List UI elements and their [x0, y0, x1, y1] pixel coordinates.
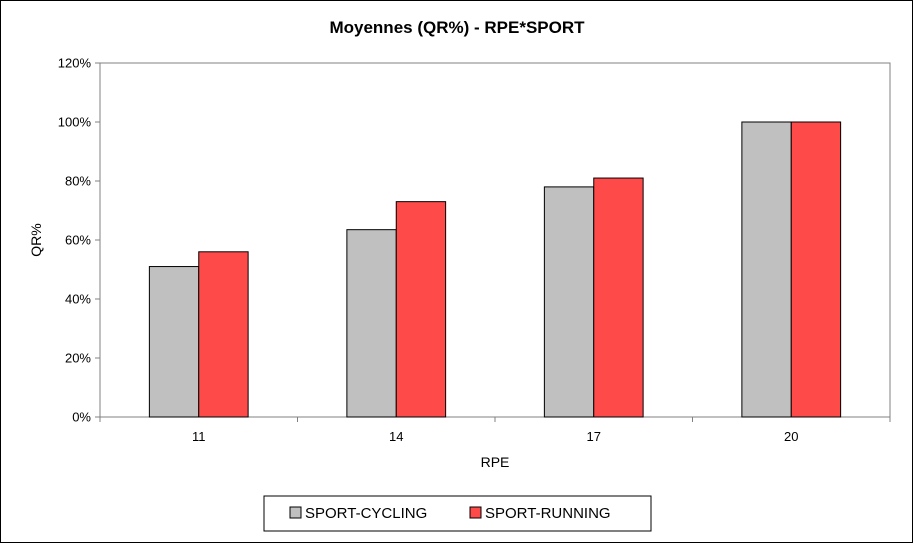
y-tick-label: 100% [58, 115, 92, 130]
legend-swatch-sport-running [469, 506, 482, 519]
legend-label-sport-running: SPORT-RUNNING [485, 505, 611, 522]
y-tick-label: 0% [72, 410, 91, 425]
bar-sport-cycling-11 [148, 266, 200, 418]
bar-sport-running-11 [198, 251, 249, 418]
chart-title: Moyennes (QR%) - RPE*SPORT [329, 18, 585, 37]
x-axis: 11 14 17 20 [99, 417, 891, 444]
x-tick-label: 17 [587, 429, 601, 444]
legend-swatch-sport-cycling [289, 506, 302, 519]
y-axis-label: QR% [28, 223, 44, 256]
y-tick-label: 120% [58, 56, 92, 71]
bar-sport-cycling-17 [543, 186, 595, 418]
legend-items: SPORT-CYCLING SPORT-RUNNING [289, 505, 611, 522]
y-axis: 0% 20% 40% 60% 80% 100% 120% [58, 56, 100, 425]
bars-group [148, 121, 842, 418]
bar-sport-running-17 [593, 177, 644, 418]
x-tick-label: 14 [389, 429, 403, 444]
bar-sport-cycling-20 [741, 121, 792, 418]
bar-sport-running-14 [395, 201, 447, 418]
bar-sport-cycling-14 [346, 229, 397, 418]
x-tick-label: 20 [784, 429, 798, 444]
legend-box [263, 495, 652, 532]
y-tick-label: 40% [65, 292, 91, 307]
legend: SPORT-CYCLING SPORT-RUNNING [263, 495, 652, 532]
bar-sport-running-20 [790, 121, 842, 418]
x-axis-label: RPE [481, 454, 510, 470]
y-tick-label: 20% [65, 351, 91, 366]
y-tick-label: 80% [65, 174, 91, 189]
y-tick-label: 60% [65, 233, 91, 248]
x-tick-label: 11 [192, 429, 206, 444]
legend-label-sport-cycling: SPORT-CYCLING [305, 505, 427, 522]
